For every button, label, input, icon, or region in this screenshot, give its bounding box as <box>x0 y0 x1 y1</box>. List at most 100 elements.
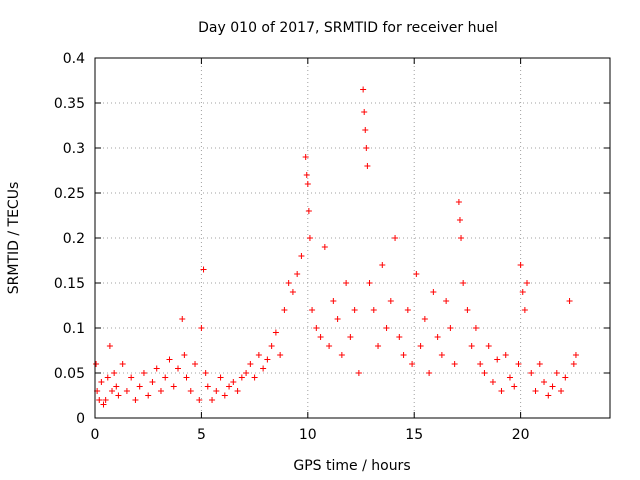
data-point <box>426 370 433 376</box>
y-tick-label: 0.35 <box>54 96 85 112</box>
data-point <box>281 307 288 313</box>
data-point <box>553 370 560 376</box>
data-point <box>298 253 305 259</box>
data-point <box>494 356 501 363</box>
data-point <box>387 298 394 304</box>
data-point <box>409 361 416 367</box>
data-point <box>379 262 386 268</box>
data-point <box>98 379 105 385</box>
data-point <box>183 374 190 381</box>
data-point <box>153 365 160 372</box>
data-point <box>272 329 279 336</box>
plot-frame <box>94 57 611 419</box>
data-point <box>145 392 152 399</box>
data-point <box>362 127 369 133</box>
y-tick-label: 0.25 <box>54 186 85 202</box>
data-point <box>438 352 445 358</box>
data-point <box>221 392 228 399</box>
data-point <box>477 361 484 367</box>
data-point <box>285 280 292 286</box>
data-point <box>217 374 224 381</box>
data-point <box>198 325 205 331</box>
data-point <box>132 397 139 403</box>
data-point <box>541 379 548 385</box>
data-point <box>366 280 373 286</box>
data-point <box>343 280 350 286</box>
data-point <box>413 271 420 277</box>
data-point <box>93 361 100 367</box>
data-point <box>524 280 531 286</box>
data-point <box>464 307 471 313</box>
data-point <box>532 388 539 394</box>
data-point <box>123 388 130 394</box>
data-point <box>306 235 313 241</box>
data-point <box>485 343 492 349</box>
data-point <box>570 361 577 367</box>
data-point <box>166 356 173 363</box>
data-point <box>111 370 118 376</box>
data-point <box>361 109 368 115</box>
data-point <box>104 374 111 381</box>
data-point <box>113 383 120 390</box>
data-point <box>506 374 513 381</box>
data-point <box>443 298 450 304</box>
data-point <box>204 383 211 390</box>
data-point <box>566 298 573 304</box>
x-axis: 0 5 10 15 20 <box>91 58 530 443</box>
data-point <box>458 235 465 241</box>
y-tick-label: 0.1 <box>63 321 85 337</box>
chart-title: Day 010 of 2017, SRMTID for receiver hue… <box>198 20 498 36</box>
data-point <box>136 383 143 390</box>
data-point <box>460 280 467 286</box>
data-point <box>511 383 518 390</box>
data-point <box>455 199 462 205</box>
x-tick-label: 15 <box>405 427 423 443</box>
data-point <box>302 154 309 160</box>
data-point <box>417 343 424 349</box>
data-point <box>472 325 479 331</box>
data-point <box>196 397 203 403</box>
data-point <box>334 316 341 322</box>
data-point <box>400 352 407 358</box>
y-tick-label: 0.15 <box>54 276 85 292</box>
data-point <box>277 352 284 358</box>
data-point <box>128 374 135 381</box>
data-point <box>226 383 233 390</box>
data-point <box>326 343 333 349</box>
data-point <box>157 388 164 394</box>
data-point <box>355 370 362 376</box>
data-point <box>202 370 209 376</box>
data-point <box>251 374 258 381</box>
data-point <box>303 172 310 178</box>
gridlines <box>95 58 610 418</box>
y-tick-label: 0 <box>76 411 85 427</box>
data-point <box>289 289 296 295</box>
data-point <box>179 316 186 322</box>
data-point <box>238 374 245 381</box>
data-point <box>498 388 505 394</box>
data-point <box>213 388 220 394</box>
data-point <box>162 374 169 381</box>
data-point <box>313 325 320 331</box>
x-axis-label: GPS time / hours <box>293 458 410 474</box>
data-point <box>338 352 345 358</box>
data-point <box>447 325 454 331</box>
data-point <box>519 289 526 295</box>
data-point <box>517 262 524 268</box>
data-point <box>515 361 522 367</box>
data-point <box>396 334 403 340</box>
data-point <box>321 244 328 250</box>
data-point <box>421 316 428 322</box>
data-point <box>200 266 207 273</box>
y-tick-label: 0.05 <box>54 366 85 382</box>
data-point <box>106 343 113 349</box>
y-tick-label: 0.3 <box>63 141 85 157</box>
data-point <box>434 334 441 340</box>
data-point <box>363 145 370 151</box>
data-point <box>536 361 543 367</box>
data-point <box>268 343 275 349</box>
data-point <box>96 397 103 403</box>
data-point <box>317 334 324 340</box>
data-point <box>264 356 271 363</box>
x-tick-label: 0 <box>91 427 100 443</box>
